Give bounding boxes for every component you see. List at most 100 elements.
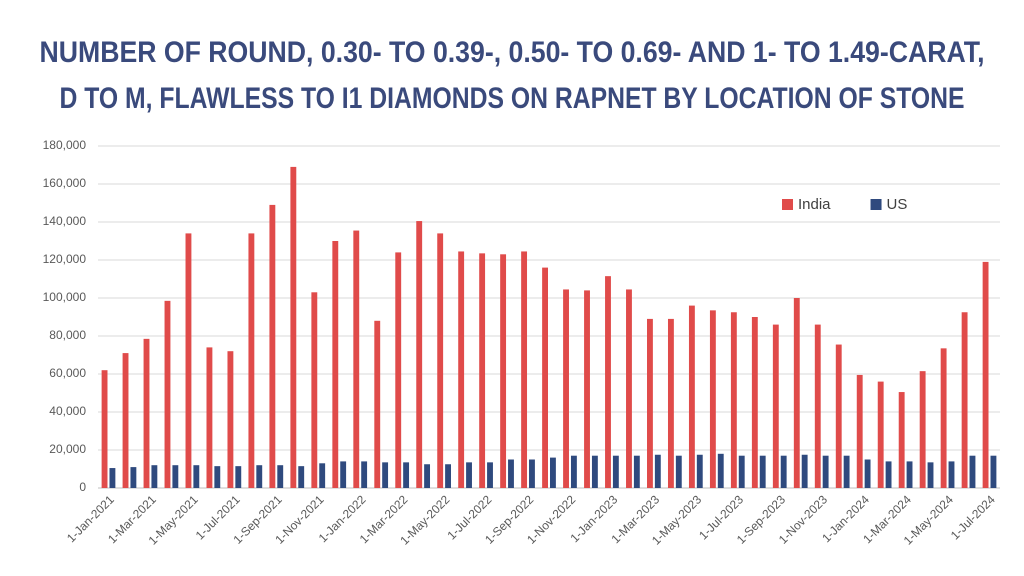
bar	[529, 459, 535, 488]
bar	[206, 347, 213, 488]
bar	[403, 462, 410, 488]
bar	[591, 455, 598, 488]
bar	[248, 233, 255, 488]
bar	[382, 462, 389, 488]
bar	[424, 464, 431, 488]
bar	[466, 462, 472, 488]
bar	[109, 468, 116, 488]
bar	[584, 290, 590, 488]
bar	[927, 462, 934, 488]
bar	[856, 374, 863, 488]
bar	[311, 292, 318, 488]
bar	[353, 230, 360, 489]
bar	[730, 312, 737, 488]
legend-label: India	[798, 196, 831, 213]
bar	[374, 320, 381, 488]
bar	[130, 467, 137, 488]
legend-swatch	[782, 199, 793, 210]
bar	[605, 276, 611, 488]
chart-title: D TO M, FLAWLESS TO I1 DIAMONDS ON RAPNE…	[60, 82, 965, 115]
bar	[570, 455, 577, 488]
bar	[948, 461, 955, 488]
bar	[143, 338, 150, 488]
bar	[940, 348, 947, 488]
y-tick-label: 120,000	[43, 252, 87, 266]
bar	[626, 289, 632, 488]
bar	[822, 455, 829, 488]
bar	[172, 465, 179, 488]
bar	[521, 251, 528, 488]
bar	[759, 455, 766, 488]
bar	[101, 370, 108, 488]
bar	[906, 461, 913, 488]
bar	[340, 461, 347, 488]
bar	[319, 463, 326, 488]
y-tick-label: 180,000	[43, 138, 87, 152]
bar	[961, 312, 968, 488]
bar	[298, 466, 305, 488]
bar	[772, 324, 779, 488]
bar	[500, 254, 507, 488]
bar	[269, 204, 276, 488]
y-tick-label: 140,000	[43, 214, 87, 228]
bar	[877, 381, 884, 488]
bar	[290, 166, 297, 488]
bar	[542, 267, 548, 488]
bar	[563, 289, 569, 488]
bar	[814, 324, 821, 488]
bar	[982, 261, 989, 488]
bar	[751, 317, 758, 488]
bar	[612, 455, 619, 488]
bar	[647, 318, 653, 488]
bar	[738, 455, 745, 488]
y-tick-label: 100,000	[43, 290, 87, 304]
bar	[437, 233, 444, 488]
bar	[235, 466, 242, 488]
bar	[487, 462, 493, 488]
legend-label: US	[887, 196, 908, 213]
y-tick-label: 60,000	[49, 366, 86, 380]
bar	[479, 253, 486, 488]
bar	[445, 464, 451, 488]
bar	[214, 466, 221, 488]
y-tick-label: 40,000	[49, 404, 86, 418]
bar	[835, 344, 842, 488]
bar	[864, 459, 871, 488]
y-tick-label: 20,000	[49, 442, 86, 456]
bar	[709, 310, 716, 488]
bar	[361, 461, 368, 488]
y-tick-label: 0	[79, 480, 86, 494]
bar	[227, 351, 234, 488]
bar	[122, 353, 129, 488]
x-tick-label: 1-Jul-2024	[948, 492, 998, 542]
bar	[256, 465, 263, 488]
bar	[550, 457, 556, 488]
bar	[843, 455, 850, 488]
bar	[332, 241, 339, 488]
bar	[990, 455, 997, 488]
legend-swatch	[870, 199, 882, 210]
bar	[633, 455, 640, 488]
bar	[780, 455, 787, 488]
bar	[688, 305, 695, 488]
bar	[193, 465, 200, 488]
bar	[675, 455, 682, 488]
bar	[416, 221, 423, 489]
bar	[508, 459, 514, 488]
bar	[164, 300, 171, 488]
bar	[151, 465, 158, 488]
bar	[801, 454, 808, 488]
bar	[793, 298, 800, 488]
bar	[277, 465, 284, 488]
y-tick-label: 160,000	[43, 176, 87, 190]
bar	[654, 454, 661, 488]
chart-title: NUMBER OF ROUND, 0.30- TO 0.39-, 0.50- T…	[40, 36, 985, 69]
y-tick-label: 80,000	[49, 328, 86, 342]
bar	[395, 252, 402, 488]
bar	[458, 251, 465, 488]
bar	[898, 392, 905, 488]
bar	[885, 461, 892, 488]
bar	[717, 453, 724, 488]
bar	[185, 233, 192, 488]
